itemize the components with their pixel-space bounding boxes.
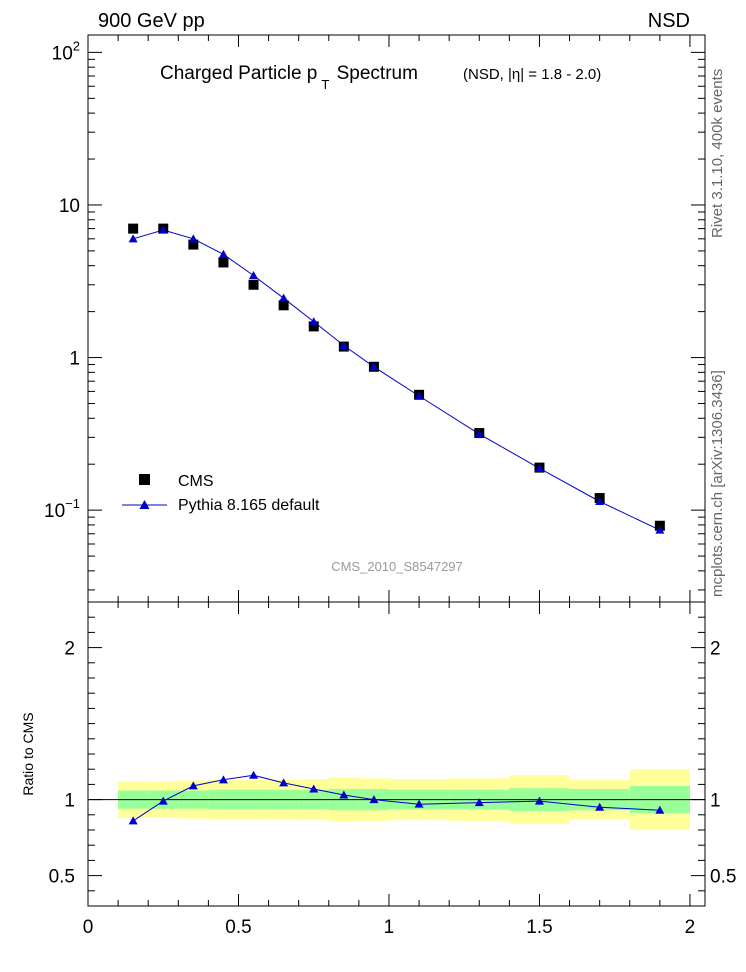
ratio-pythia-point <box>309 784 319 793</box>
ratio-xtick-label: 1.5 <box>526 917 552 938</box>
cms-point <box>248 279 259 290</box>
legend-pythia-marker <box>139 500 150 509</box>
ratio-pythia-point <box>249 770 259 779</box>
pythia-point <box>158 225 168 234</box>
pythia-point <box>369 362 379 371</box>
ratio-pythia-point <box>218 775 228 784</box>
chart-title-sub: T <box>321 77 329 92</box>
main-ytick-label: 10−1 <box>44 496 80 522</box>
pythia-point <box>279 293 289 302</box>
main-ytick-label: 1 <box>69 349 80 370</box>
main-ytick-label-exp: 2 <box>73 38 80 53</box>
pythia-point <box>339 340 349 349</box>
ratio-pythia-point <box>369 795 379 804</box>
chart-title-after: Spectrum <box>331 63 418 84</box>
pythia-point <box>595 496 605 505</box>
ratio-panel-frame <box>87 601 706 907</box>
pythia-point <box>414 391 424 400</box>
ratio-pythia-point <box>414 799 424 808</box>
ratio-ytick-label-right: 1 <box>710 791 721 812</box>
cms-point <box>188 239 199 250</box>
ratio-xtick-label: 0 <box>83 917 94 938</box>
ratio-pythia-point <box>128 816 138 825</box>
cms-point <box>218 257 229 268</box>
cms-point <box>308 321 319 332</box>
ratio-ytick-label-right: 2 <box>710 639 721 660</box>
ratio-xtick-label: 0.5 <box>225 917 251 938</box>
chart-title: Charged Particle p T Spectrum <box>160 63 418 92</box>
ratio-ytick-label-right: 0.5 <box>710 867 736 888</box>
main-series-points <box>128 223 665 534</box>
pythia-point <box>474 429 484 438</box>
side-label-rivet: Rivet 3.1.10, 400k events <box>709 69 726 238</box>
ratio-ytick-label-left: 2 <box>64 639 75 660</box>
ratio-xtick-label: 1 <box>384 917 395 938</box>
ratio-tick-labels: 0.5 0.5 1 1 2 2 0 0.5 1 1.5 2 <box>49 639 737 938</box>
legend: CMS Pythia 8.165 default <box>122 473 320 514</box>
ratio-xtick-label: 2 <box>685 917 696 938</box>
watermark-label: CMS_2010_S8547297 <box>331 559 463 574</box>
pythia-point <box>218 249 228 258</box>
chart-title-main: Charged Particle p <box>160 63 317 84</box>
side-label-mcplots: mcplots.cern.ch [arXiv:1306.3436] <box>709 370 726 597</box>
main-panel-frame <box>87 34 706 603</box>
legend-cms-label: CMS <box>178 473 214 490</box>
legend-cms-marker <box>139 474 150 485</box>
ratio-panel: 0.5 0.5 1 1 2 2 0 0.5 1 1.5 2 Ratio to CMS <box>20 601 737 938</box>
ratio-pythia-point <box>339 790 349 799</box>
main-ytick-label-base: 1 <box>69 349 80 370</box>
main-ytick-label: 102 <box>52 38 80 64</box>
pythia-point <box>128 234 138 243</box>
cms-point <box>278 300 289 311</box>
ratio-series-points <box>128 770 665 825</box>
legend-pythia-label: Pythia 8.165 default <box>178 497 320 514</box>
main-ytick-label-base: 10 <box>59 196 80 217</box>
main-ytick-label-base: 10 <box>52 43 73 64</box>
ratio-series-lines <box>132 774 660 822</box>
ratio-pythia-point <box>279 778 289 787</box>
ratio-ytick-label-left: 1 <box>64 791 75 812</box>
ratio-pythia-curve <box>132 774 660 822</box>
main-ytick-label: 10 <box>59 196 80 217</box>
main-ytick-label-base: 10 <box>44 501 65 522</box>
header-left-label: 900 GeV pp <box>98 10 205 32</box>
main-ytick-label-exp: −1 <box>65 496 80 511</box>
ratio-pythia-point <box>655 805 665 814</box>
ratio-pythia-point <box>474 798 484 807</box>
ratio-pythia-point <box>188 781 198 790</box>
main-ticks <box>87 35 705 602</box>
ratio-ylabel: Ratio to CMS <box>20 712 36 795</box>
ratio-ytick-label-left: 0.5 <box>49 867 75 888</box>
ratio-pythia-point <box>158 796 168 805</box>
chart-title-extra: (NSD, |η| = 1.8 - 2.0) <box>463 66 601 83</box>
pythia-point <box>534 463 544 472</box>
pythia-point <box>188 234 198 243</box>
header-right-label: NSD <box>648 10 690 32</box>
cms-point <box>128 223 139 234</box>
ratio-pythia-point <box>534 796 544 805</box>
ratio-pythia-point <box>595 802 605 811</box>
pythia-point <box>655 525 665 534</box>
pythia-point <box>309 317 319 326</box>
pythia-point <box>249 270 259 279</box>
ratio-ticks <box>87 602 705 906</box>
